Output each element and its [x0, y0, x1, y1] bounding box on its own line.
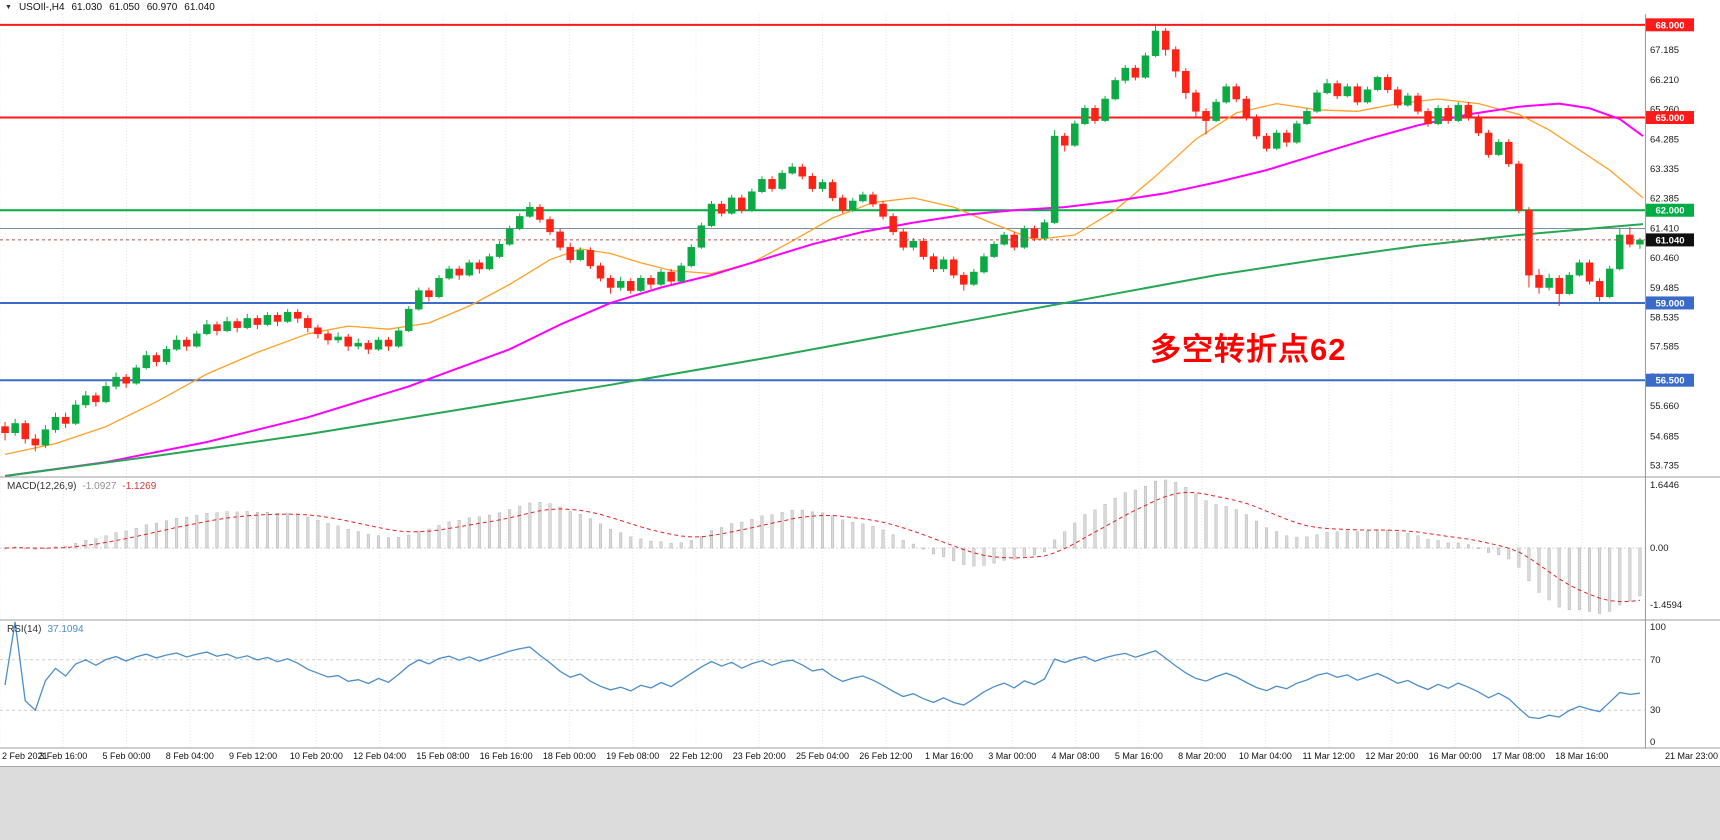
svg-text:59.485: 59.485: [1650, 283, 1679, 294]
svg-text:58.535: 58.535: [1650, 312, 1679, 323]
svg-text:3 Mar 00:00: 3 Mar 00:00: [988, 751, 1036, 761]
svg-text:8 Feb 04:00: 8 Feb 04:00: [166, 751, 214, 761]
svg-text:0: 0: [1650, 737, 1655, 748]
svg-text:8 Mar 20:00: 8 Mar 20:00: [1178, 751, 1226, 761]
svg-text:5 Mar 16:00: 5 Mar 16:00: [1115, 751, 1163, 761]
price-chart-canvas[interactable]: 67.185 66.210 65.260 64.285 63.335 62.385 61.4…: [0, 0, 1720, 766]
svg-text:59.000: 59.000: [1655, 298, 1684, 309]
svg-text:66.210: 66.210: [1650, 75, 1679, 86]
high-value: 61.050: [109, 2, 140, 13]
svg-text:16 Mar 00:00: 16 Mar 00:00: [1429, 751, 1482, 761]
svg-text:18 Feb 00:00: 18 Feb 00:00: [543, 751, 596, 761]
symbol-period-label: USOIl-,H4: [18, 2, 65, 13]
svg-text:67.185: 67.185: [1650, 45, 1679, 56]
price-axis-badges: 68.000 65.000 62.000 59.000 56.500 61.040: [1646, 18, 1694, 387]
svg-text:65.260: 65.260: [1650, 104, 1679, 115]
svg-text:-1.4594: -1.4594: [1650, 600, 1682, 611]
svg-text:100: 100: [1650, 622, 1666, 633]
ma-slow-line: [4, 223, 1644, 477]
symbol-dropdown-icon[interactable]: ▼: [5, 3, 12, 11]
close-value: 61.040: [184, 2, 215, 13]
macd-main-value: -1.0927: [82, 481, 117, 492]
macd-indicator-header: MACD(12,26,9) -1.0927 -1.1269: [7, 481, 156, 492]
price-badge-68.000: [1646, 18, 1694, 32]
svg-text:30: 30: [1650, 705, 1661, 716]
svg-text:26 Feb 12:00: 26 Feb 12:00: [859, 751, 912, 761]
macd-signal-line: [4, 491, 1641, 603]
svg-text:56.500: 56.500: [1655, 376, 1684, 387]
rsi-value: 37.1094: [47, 624, 84, 635]
svg-text:3 Feb 16:00: 3 Feb 16:00: [39, 751, 87, 761]
svg-text:2 Feb 2021: 2 Feb 2021: [2, 751, 48, 761]
price-badge-56.500: [1646, 373, 1694, 387]
price-badge-62.000: [1646, 203, 1694, 217]
panel-separators: [0, 14, 1720, 749]
svg-text:23 Feb 20:00: 23 Feb 20:00: [733, 751, 786, 761]
svg-text:70: 70: [1650, 655, 1661, 666]
svg-text:68.000: 68.000: [1655, 20, 1684, 31]
macd-histogram: [3, 479, 1642, 614]
svg-text:55.660: 55.660: [1650, 401, 1679, 412]
price-badge-65.000: [1646, 111, 1694, 125]
low-value: 60.970: [146, 2, 178, 13]
svg-text:16 Feb 16:00: 16 Feb 16:00: [480, 751, 533, 761]
rsi-indicator-header: RSI(14) 37.1094: [7, 624, 84, 635]
price-axis-labels: 67.185 66.210 65.260 64.285 63.335 62.385 61.4…: [1650, 45, 1679, 472]
macd-signal-value: -1.1269: [122, 481, 157, 492]
svg-text:19 Feb 08:00: 19 Feb 08:00: [606, 751, 659, 761]
svg-text:1 Mar 16:00: 1 Mar 16:00: [925, 751, 973, 761]
chart-ohlc-readout: ▼ USOIl-,H4 61.030 61.050 60.970 61.040: [5, 2, 215, 13]
svg-text:15 Feb 08:00: 15 Feb 08:00: [416, 751, 469, 761]
svg-text:57.585: 57.585: [1650, 342, 1679, 353]
svg-text:21 Mar 23:00: 21 Mar 23:00: [1665, 751, 1718, 761]
svg-text:1.6446: 1.6446: [1650, 480, 1679, 491]
window-footer-area: [0, 766, 1720, 840]
macd-name: MACD(12,26,9): [7, 481, 77, 492]
svg-text:12 Mar 20:00: 12 Mar 20:00: [1365, 751, 1418, 761]
rsi-line: [4, 621, 1641, 720]
svg-text:61.040: 61.040: [1655, 235, 1684, 246]
svg-text:10 Feb 20:00: 10 Feb 20:00: [290, 751, 343, 761]
rsi-axis-labels: 100 70 30 0: [1650, 622, 1666, 748]
svg-text:61.410: 61.410: [1650, 223, 1679, 234]
svg-text:60.460: 60.460: [1650, 253, 1679, 264]
svg-text:64.285: 64.285: [1650, 135, 1679, 146]
svg-text:54.685: 54.685: [1650, 431, 1679, 442]
horizontal-levels: [0, 23, 1645, 382]
rsi-level-lines: [0, 659, 1645, 711]
svg-text:0.00: 0.00: [1650, 543, 1669, 554]
svg-text:17 Mar 08:00: 17 Mar 08:00: [1492, 751, 1545, 761]
price-badge-59.000: [1646, 296, 1694, 310]
macd-axis-labels: 1.6446 0.00 -1.4594: [1650, 480, 1682, 611]
svg-text:62.000: 62.000: [1655, 206, 1684, 217]
svg-text:12 Feb 04:00: 12 Feb 04:00: [353, 751, 406, 761]
svg-text:53.735: 53.735: [1650, 461, 1679, 472]
price-badge-61.040: [1646, 233, 1694, 247]
chart-annotation: 多空转折点62: [1150, 332, 1347, 367]
rsi-name: RSI(14): [7, 624, 42, 635]
svg-text:65.000: 65.000: [1655, 113, 1684, 124]
svg-text:5 Feb 00:00: 5 Feb 00:00: [103, 751, 151, 761]
svg-text:10 Mar 04:00: 10 Mar 04:00: [1239, 751, 1292, 761]
svg-text:11 Mar 12:00: 11 Mar 12:00: [1302, 751, 1354, 761]
svg-text:22 Feb 12:00: 22 Feb 12:00: [669, 751, 722, 761]
ma-medium-line: [4, 102, 1644, 477]
svg-text:4 Mar 08:00: 4 Mar 08:00: [1052, 751, 1100, 761]
svg-text:18 Mar 16:00: 18 Mar 16:00: [1555, 751, 1608, 761]
svg-text:62.385: 62.385: [1650, 193, 1679, 204]
ma-fast-line: [4, 98, 1644, 456]
svg-text:25 Feb 04:00: 25 Feb 04:00: [796, 751, 849, 761]
svg-text:9 Feb 12:00: 9 Feb 12:00: [229, 751, 277, 761]
open-value: 61.030: [71, 2, 103, 13]
svg-text:63.335: 63.335: [1650, 164, 1679, 175]
